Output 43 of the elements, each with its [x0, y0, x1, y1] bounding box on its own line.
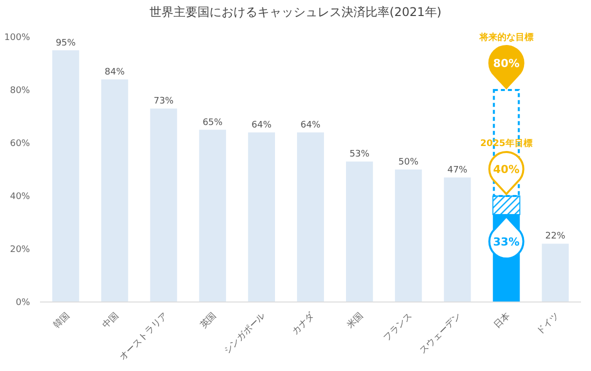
x-tick-label: 英国: [198, 310, 219, 331]
bar: [150, 108, 178, 302]
y-tick-label: 60%: [10, 139, 30, 149]
bar: [248, 132, 276, 302]
bar: [346, 162, 373, 302]
data-label: 65%: [202, 118, 224, 128]
data-label: 50%: [398, 158, 419, 168]
data-label: 33%: [493, 236, 520, 249]
x-tick-label: スウェーデン: [418, 311, 464, 356]
bar: [444, 177, 471, 302]
annotation: 40%: [493, 163, 520, 176]
y-tick-label: 20%: [10, 245, 30, 255]
bar: [297, 132, 324, 302]
x-tick-label: フランス: [382, 311, 415, 344]
x-tick-label: ドイツ: [535, 311, 562, 338]
x-tick-label: 韓国: [51, 310, 72, 331]
chart-title: 世界主要国におけるキャッシュレス決済比率(2021年): [150, 5, 442, 19]
x-tick-label: カナダ: [290, 310, 318, 338]
x-tick-label: 米国: [345, 310, 366, 331]
x-tick-label: オーストラリア: [118, 311, 170, 363]
annotation: 将来的な目標: [478, 32, 534, 43]
y-tick-label: 0%: [16, 298, 30, 308]
data-label: 22%: [545, 232, 566, 242]
y-tick-label: 100%: [4, 33, 30, 43]
bar: [542, 244, 569, 302]
annotation: 2025年目標: [480, 138, 532, 149]
y-tick-label: 40%: [10, 192, 30, 202]
data-label: 95%: [56, 38, 76, 48]
bar: [199, 130, 226, 302]
data-label: 84%: [104, 67, 126, 78]
bar: [101, 79, 128, 302]
y-tick-label: 80%: [10, 86, 30, 96]
data-label: 64%: [252, 120, 272, 130]
data-label: 53%: [349, 150, 370, 160]
bar: [394, 170, 422, 302]
x-tick-label: 日本: [492, 310, 512, 331]
annotation: 80%: [493, 57, 520, 70]
bar: [52, 50, 80, 302]
x-tick-label: シンガポール: [222, 311, 268, 356]
data-label: 47%: [447, 165, 468, 176]
data-label: 73%: [154, 96, 174, 107]
data-label: 64%: [300, 120, 321, 130]
x-tick-label: 中国: [100, 310, 121, 331]
